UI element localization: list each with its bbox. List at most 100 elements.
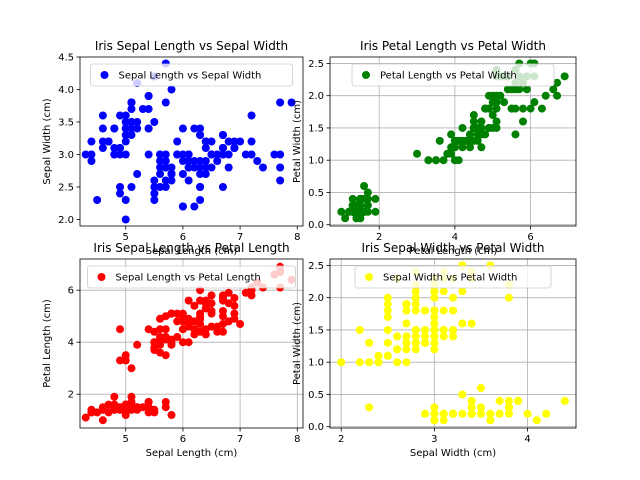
data-point xyxy=(167,411,176,419)
data-point xyxy=(156,150,165,159)
data-point xyxy=(553,91,562,100)
data-point xyxy=(402,300,411,309)
x-tick-label: 8 xyxy=(294,232,300,243)
data-point xyxy=(184,150,193,159)
data-point xyxy=(348,194,357,203)
data-point xyxy=(449,293,457,302)
data-point xyxy=(458,319,467,328)
data-point xyxy=(133,124,142,133)
data-point xyxy=(486,409,495,418)
data-point xyxy=(443,149,452,158)
data-point xyxy=(196,196,205,204)
data-point xyxy=(98,137,107,146)
data-point xyxy=(201,137,210,146)
legend-marker xyxy=(97,273,106,281)
data-point xyxy=(218,150,227,159)
data-point xyxy=(196,170,205,178)
data-point xyxy=(276,98,285,107)
y-tick-label: 0.5 xyxy=(308,188,324,199)
data-point xyxy=(110,405,119,414)
data-point xyxy=(411,332,420,341)
data-point xyxy=(87,157,96,165)
data-point xyxy=(365,358,374,367)
data-point xyxy=(110,124,119,133)
data-point xyxy=(511,85,520,94)
data-point xyxy=(81,413,90,422)
data-point xyxy=(218,183,227,191)
data-point xyxy=(230,301,239,310)
data-point xyxy=(411,345,420,354)
data-point xyxy=(507,104,516,113)
data-point xyxy=(144,92,153,100)
data-point xyxy=(469,117,478,126)
x-axis-label: Sepal Length (cm) xyxy=(146,246,238,257)
x-tick-label: 6 xyxy=(527,232,533,243)
chart-title: Iris Petal Length vs Petal Width xyxy=(360,39,546,53)
data-point xyxy=(127,131,136,139)
data-point xyxy=(150,183,159,191)
data-point xyxy=(276,163,285,172)
data-point xyxy=(421,332,430,341)
data-point xyxy=(458,409,467,418)
data-point xyxy=(121,196,130,204)
data-point xyxy=(110,144,119,152)
data-point xyxy=(150,327,159,336)
data-point xyxy=(161,325,170,334)
data-point xyxy=(270,150,279,159)
data-point xyxy=(492,123,501,132)
data-point xyxy=(201,299,210,308)
y-tick-label: 4.0 xyxy=(58,85,74,96)
data-point xyxy=(190,202,199,211)
data-point xyxy=(402,358,411,367)
data-point xyxy=(201,163,210,172)
subplot-1: 5 6 7 8 2.0 2.5 3.0 3.5 4.0 4.5 Sepal Length (cm) S… xyxy=(42,39,304,257)
data-point xyxy=(133,170,142,178)
data-point xyxy=(430,287,439,296)
data-point xyxy=(116,150,125,159)
data-point xyxy=(439,287,448,296)
data-point xyxy=(449,332,457,341)
data-point xyxy=(477,143,486,152)
data-point xyxy=(511,130,520,139)
y-tick-label: 2.5 xyxy=(58,183,74,194)
data-point xyxy=(560,396,569,405)
data-point xyxy=(411,287,420,296)
data-point xyxy=(184,338,193,347)
data-point xyxy=(439,416,448,425)
data-point xyxy=(352,207,361,216)
data-point xyxy=(486,416,495,425)
y-axis-label: Petal Width (cm) xyxy=(292,100,303,183)
data-point xyxy=(178,124,187,133)
data-point xyxy=(207,291,216,300)
data-point xyxy=(449,306,457,315)
data-point xyxy=(363,201,372,210)
data-point xyxy=(430,338,439,347)
data-point xyxy=(458,143,467,152)
data-point xyxy=(430,313,439,322)
data-point xyxy=(218,131,227,139)
data-point xyxy=(127,400,136,409)
data-point xyxy=(207,137,216,146)
data-point xyxy=(207,322,216,331)
data-point xyxy=(492,104,501,113)
data-point xyxy=(121,405,130,414)
data-point xyxy=(178,338,187,347)
data-point xyxy=(553,78,562,87)
data-point xyxy=(337,207,346,216)
y-tick-label: 2 xyxy=(68,390,74,401)
data-point xyxy=(383,293,392,302)
data-point xyxy=(504,403,513,412)
data-point xyxy=(167,309,176,318)
data-point xyxy=(476,409,485,418)
data-point xyxy=(87,137,96,146)
data-point xyxy=(184,296,193,305)
data-point xyxy=(127,98,136,107)
legend-box xyxy=(351,63,555,87)
data-point xyxy=(196,163,205,172)
axes-frame xyxy=(329,258,577,429)
data-point xyxy=(430,293,439,302)
data-point xyxy=(218,144,227,152)
subplot-2: 2 4 6 0.0 0.5 1.0 1.5 2.0 2.5 Petal Length (cm) Pe… xyxy=(292,39,577,257)
data-point xyxy=(161,157,170,165)
